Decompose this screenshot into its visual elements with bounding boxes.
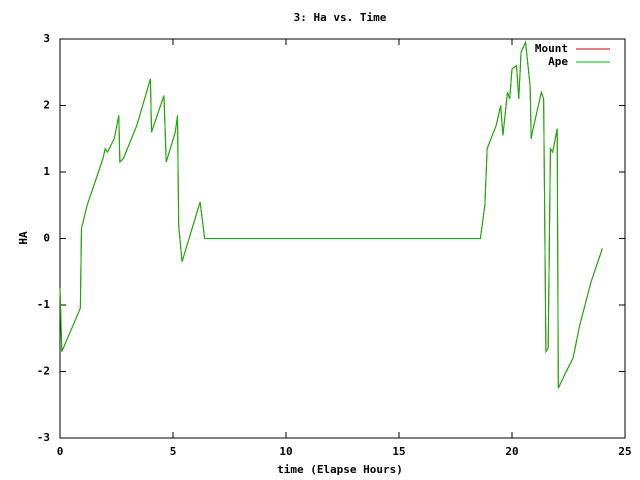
y-tick-label: 3: [43, 32, 50, 45]
x-tick-label: 0: [57, 445, 64, 458]
y-axis-label: HA: [17, 231, 30, 245]
y-tick-label: -1: [37, 298, 51, 311]
x-tick-label: 5: [170, 445, 177, 458]
x-tick-label: 10: [279, 445, 292, 458]
y-tick-label: -2: [37, 365, 50, 378]
y-tick-label: 1: [43, 165, 50, 178]
x-tick-label: 15: [392, 445, 405, 458]
y-tick-label: -3: [37, 431, 50, 444]
chart-title: 3: Ha vs. Time: [294, 11, 387, 24]
x-tick-label: 25: [618, 445, 631, 458]
y-tick-label: 2: [43, 99, 50, 112]
series-line: [59, 40, 603, 389]
x-tick-label: 20: [505, 445, 518, 458]
y-tick-label: 0: [43, 232, 50, 245]
legend-label: Ape: [548, 55, 568, 68]
x-axis-label: time (Elapse Hours): [277, 463, 403, 476]
legend-label: Mount: [535, 42, 568, 55]
series-line: [59, 40, 603, 389]
